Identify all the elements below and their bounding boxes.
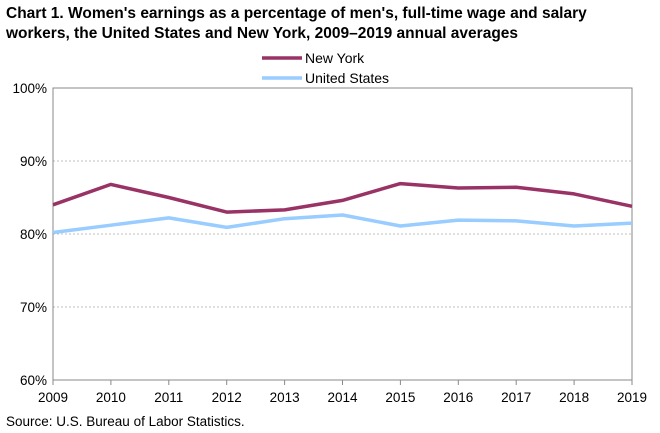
x-axis-tick-marks (52, 380, 633, 385)
series-line-new-york (52, 181, 633, 214)
x-tick-label: 2017 (501, 390, 531, 405)
legend: New York United States (262, 50, 389, 86)
chart-title: Chart 1. Women's earnings as a percentag… (6, 5, 587, 42)
x-axis-tick-labels: 2009 2010 2011 2012 2013 2014 2015 2016 2017 2018… (38, 390, 647, 405)
x-tick-label: 2010 (96, 390, 126, 405)
legend-label-united-states: United States (305, 70, 389, 86)
y-axis-tick-labels: 60% 70% 80% 90% 100% (12, 81, 47, 388)
x-tick-label: 2016 (443, 390, 473, 405)
y-tick-label: 100% (12, 81, 47, 96)
x-tick-label: 2013 (270, 390, 300, 405)
x-tick-label: 2011 (154, 390, 183, 405)
y-tick-label: 80% (20, 227, 47, 242)
x-tick-label: 2014 (327, 390, 358, 405)
legend-label-new-york: New York (305, 50, 365, 66)
x-tick-label: 2012 (212, 390, 242, 405)
x-tick-label: 2015 (385, 390, 415, 405)
series-line-united-states (52, 213, 633, 235)
source-note: Source: U.S. Bureau of Labor Statistics. (6, 414, 245, 429)
y-tick-label: 70% (20, 300, 47, 315)
series-lines (52, 181, 633, 235)
y-tick-label: 60% (20, 373, 47, 388)
x-tick-label: 2019 (617, 390, 647, 405)
x-tick-label: 2018 (559, 390, 589, 405)
y-tick-label: 90% (20, 154, 47, 169)
gridlines (53, 160, 632, 308)
x-tick-label: 2009 (38, 390, 68, 405)
